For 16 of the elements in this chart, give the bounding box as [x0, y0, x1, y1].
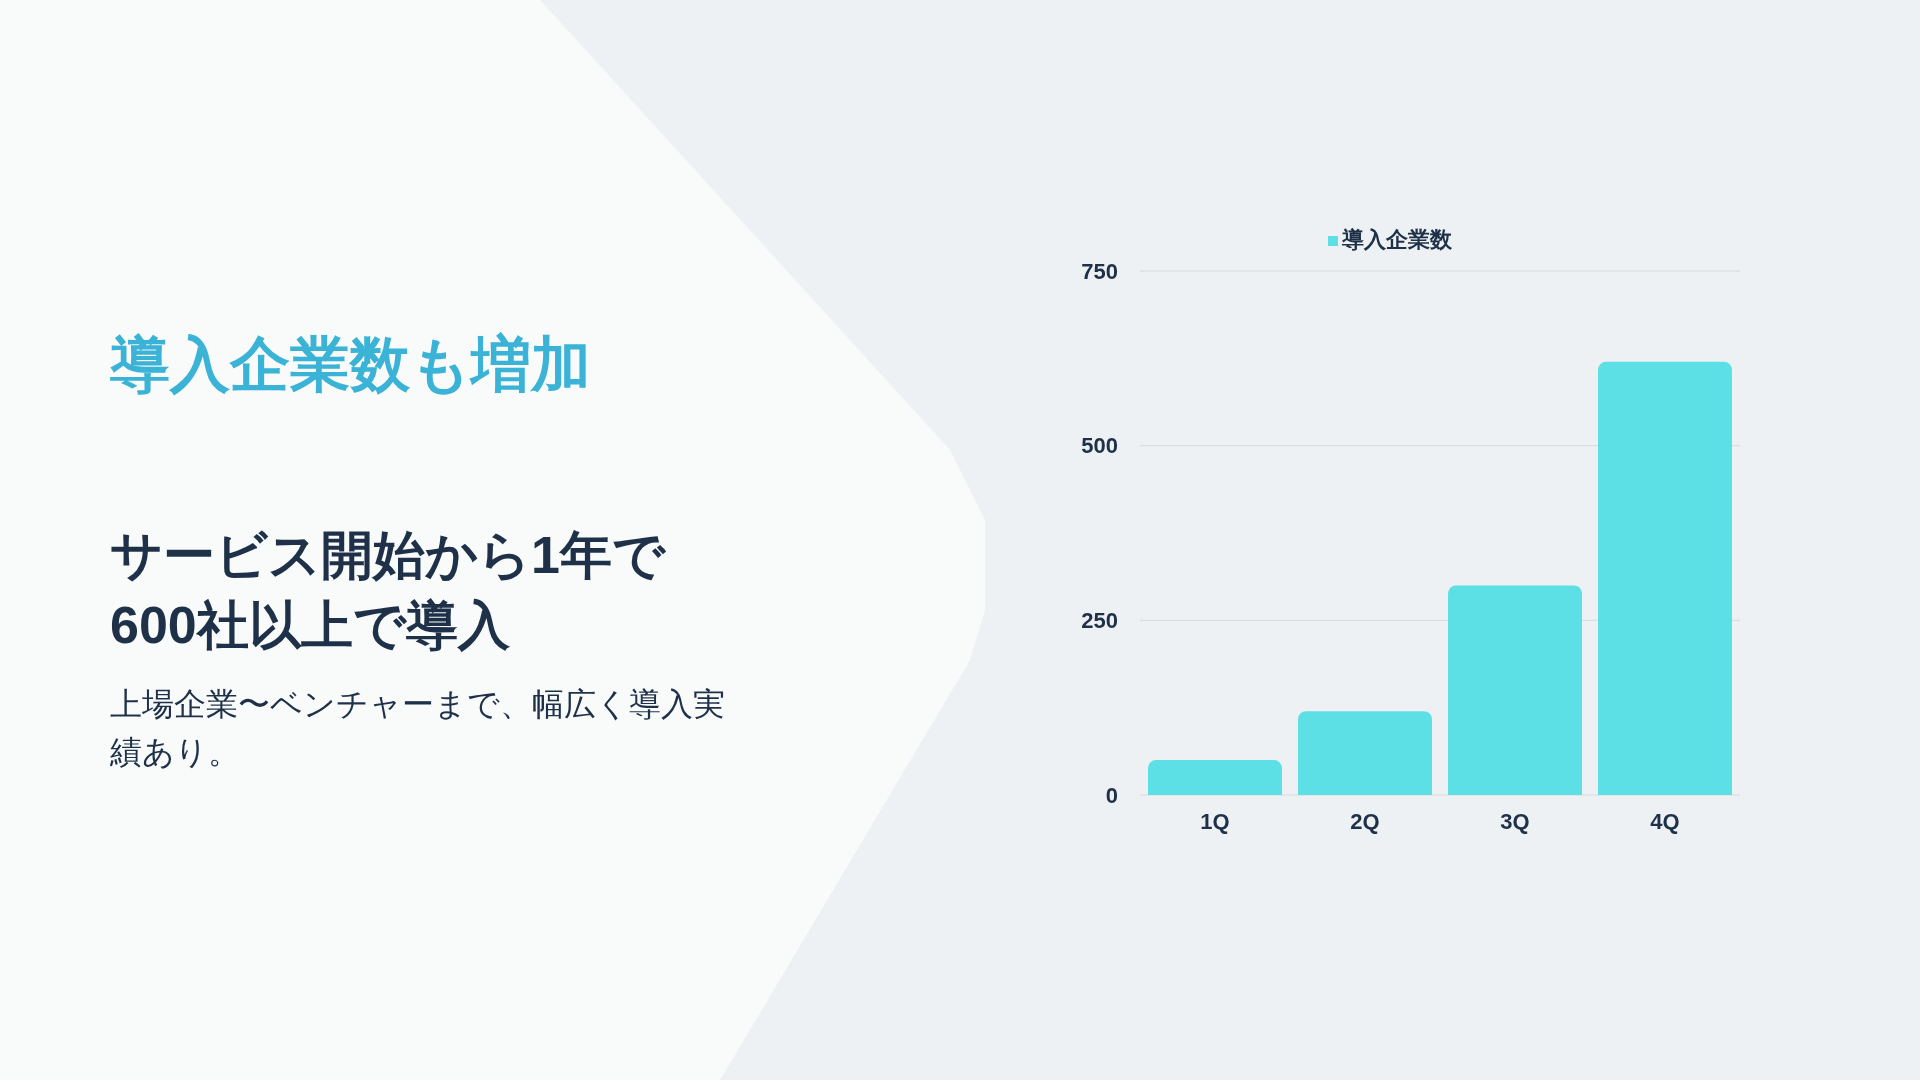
bar	[1448, 585, 1582, 795]
y-tick-label: 750	[1081, 258, 1118, 284]
bar	[1148, 760, 1282, 795]
text: サービス開始から1年で600社以上で導入	[110, 525, 667, 657]
x-tick-label: 1Q	[1200, 808, 1230, 834]
x-tick-label: 3Q	[1500, 808, 1530, 834]
bar	[1298, 711, 1432, 795]
y-tick-label: 250	[1081, 608, 1118, 634]
text: 導入企業数も増加	[110, 330, 591, 400]
x-tick-label: 2Q	[1350, 808, 1380, 834]
text: 上場企業〜ベンチャーまで、幅広く導入実績あり。	[110, 685, 726, 772]
bar	[1598, 361, 1732, 795]
x-tick-label: 4Q	[1650, 808, 1680, 834]
y-tick-label: 500	[1081, 433, 1118, 459]
y-tick-label: 0	[1105, 782, 1118, 808]
legend-label: 導入企業数	[1342, 227, 1452, 252]
